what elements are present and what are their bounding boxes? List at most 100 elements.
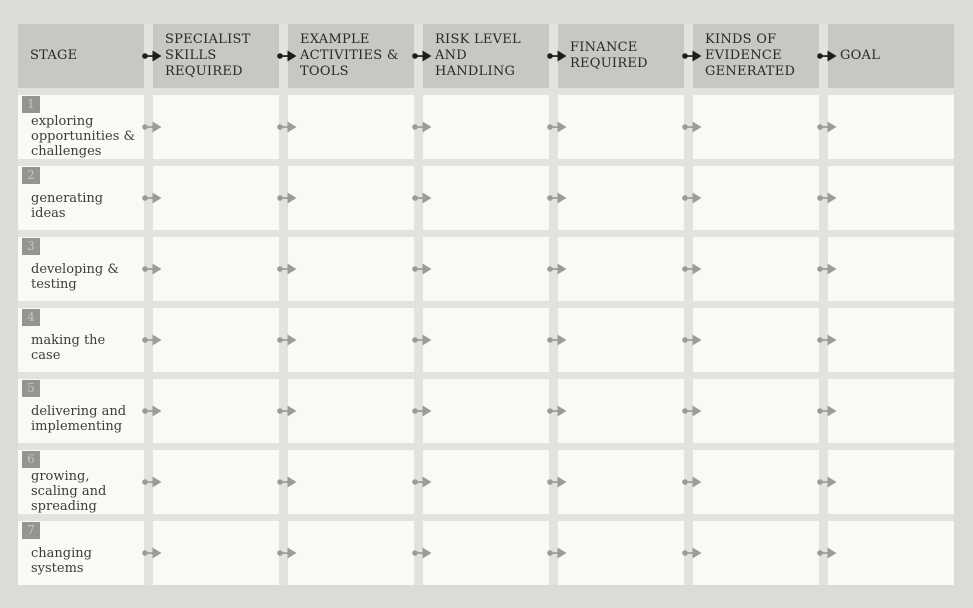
stage-label: exploring opportunities & challenges — [31, 114, 136, 159]
stage-number-badge: 2 — [22, 167, 40, 184]
flow-arrow-icon — [682, 546, 702, 560]
matrix-cell — [547, 237, 684, 301]
stage-cell-2: 2 generating ideas — [18, 166, 144, 230]
flow-arrow-icon — [142, 475, 162, 489]
stage-cell-5: 5 delivering and implementing — [18, 379, 144, 443]
matrix-cell — [412, 95, 549, 159]
flow-arrow-icon — [142, 191, 162, 205]
matrix-cell — [817, 166, 954, 230]
stage-number-badge: 5 — [22, 380, 40, 397]
flow-arrow-icon — [142, 262, 162, 276]
stage-label: growing, scaling and spreading — [31, 469, 107, 514]
stage-matrix-grid: STAGE SPECIALIST SKILLS REQUIRED EXAMPLE… — [18, 24, 954, 585]
flow-arrow-icon — [547, 49, 567, 63]
flow-arrow-icon — [817, 404, 837, 418]
stage-label: changing systems — [31, 546, 92, 576]
matrix-cell — [277, 166, 414, 230]
flow-arrow-icon — [277, 404, 297, 418]
stage-label-wrap: exploring opportunities & challenges — [18, 113, 144, 162]
matrix-cell — [412, 308, 549, 372]
matrix-cell — [817, 95, 954, 159]
flow-arrow-icon — [412, 333, 432, 347]
stage-cell-7: 7 changing systems — [18, 521, 144, 585]
stage-label-wrap: making the case — [18, 326, 144, 372]
matrix-cell — [817, 521, 954, 585]
flow-arrow-icon — [142, 333, 162, 347]
flow-arrow-icon — [277, 120, 297, 134]
flow-arrow-icon — [412, 262, 432, 276]
flow-arrow-icon — [682, 333, 702, 347]
stage-cell-4: 4 making the case — [18, 308, 144, 372]
stage-number-badge: 7 — [22, 522, 40, 539]
matrix-cell — [142, 521, 279, 585]
stage-cell-6: 6 growing, scaling and spreading — [18, 450, 144, 514]
stage-label: generating ideas — [31, 191, 104, 221]
stage-number-badge: 6 — [22, 451, 40, 468]
matrix-cell — [817, 237, 954, 301]
matrix-cell — [547, 95, 684, 159]
stage-cell-1: 1 exploring opportunities & challenges — [18, 95, 144, 159]
matrix-cell — [682, 166, 819, 230]
matrix-cell — [412, 166, 549, 230]
flow-arrow-icon — [547, 546, 567, 560]
stage-label: delivering and implementing — [31, 404, 127, 434]
matrix-cell — [277, 237, 414, 301]
matrix-cell — [412, 237, 549, 301]
column-header-risk-level: RISK LEVEL AND HANDLING — [412, 24, 549, 88]
flow-arrow-icon — [682, 49, 702, 63]
flow-arrow-icon — [277, 49, 297, 63]
matrix-cell — [142, 237, 279, 301]
flow-arrow-icon — [142, 404, 162, 418]
matrix-cell — [277, 308, 414, 372]
stage-label-wrap: growing, scaling and spreading — [18, 468, 144, 517]
matrix-cell — [142, 308, 279, 372]
column-header-label: KINDS OF EVIDENCE GENERATED — [705, 32, 796, 79]
flow-arrow-icon — [142, 49, 162, 63]
stage-number-badge: 1 — [22, 96, 40, 113]
column-header-label: STAGE — [30, 48, 78, 63]
stage-number-badge: 4 — [22, 309, 40, 326]
flow-arrow-icon — [142, 546, 162, 560]
flow-arrow-icon — [142, 120, 162, 134]
flow-arrow-icon — [547, 191, 567, 205]
matrix-cell — [682, 308, 819, 372]
flow-arrow-icon — [547, 404, 567, 418]
matrix-cell — [817, 450, 954, 514]
matrix-cell — [142, 379, 279, 443]
matrix-cell — [142, 450, 279, 514]
stage-number-badge: 3 — [22, 238, 40, 255]
matrix-cell — [547, 379, 684, 443]
flow-arrow-icon — [547, 475, 567, 489]
flow-arrow-icon — [412, 49, 432, 63]
stage-label-wrap: generating ideas — [18, 184, 144, 230]
flow-arrow-icon — [277, 262, 297, 276]
matrix-cell — [142, 95, 279, 159]
column-header-label: FINANCE REQUIRED — [570, 40, 648, 71]
matrix-cell — [277, 379, 414, 443]
column-header-specialist-skills: SPECIALIST SKILLS REQUIRED — [142, 24, 279, 88]
matrix-cell — [412, 450, 549, 514]
flow-arrow-icon — [547, 120, 567, 134]
flow-arrow-icon — [547, 333, 567, 347]
flow-arrow-icon — [277, 333, 297, 347]
flow-arrow-icon — [682, 191, 702, 205]
matrix-cell — [412, 521, 549, 585]
flow-arrow-icon — [817, 546, 837, 560]
matrix-cell — [682, 379, 819, 443]
stage-label-wrap: delivering and implementing — [18, 397, 144, 443]
column-header-label: SPECIALIST SKILLS REQUIRED — [165, 32, 251, 79]
flow-arrow-icon — [412, 120, 432, 134]
matrix-cell — [277, 521, 414, 585]
column-header-label: EXAMPLE ACTIVITIES & TOOLS — [300, 32, 399, 79]
stage-label: making the case — [31, 333, 106, 363]
flow-arrow-icon — [412, 404, 432, 418]
flow-arrow-icon — [412, 546, 432, 560]
flow-arrow-icon — [817, 120, 837, 134]
stage-label: developing & testing — [31, 262, 119, 292]
flow-arrow-icon — [412, 191, 432, 205]
column-header-example-activities: EXAMPLE ACTIVITIES & TOOLS — [277, 24, 414, 88]
matrix-cell — [412, 379, 549, 443]
flow-arrow-icon — [817, 333, 837, 347]
matrix-cell — [142, 166, 279, 230]
